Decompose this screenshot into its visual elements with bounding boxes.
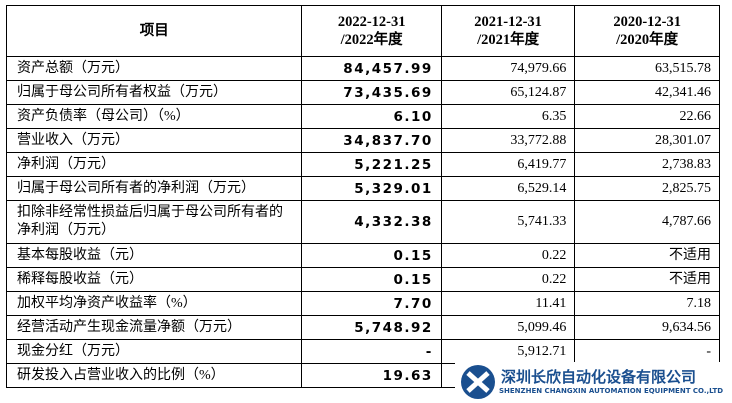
cell: 2,825.75 (574, 176, 720, 201)
table-row: 归属于母公司所有者权益（万元） 73,435.69 65,124.87 42,341.… (5, 80, 720, 105)
row-label: 营业收入（万元） (5, 128, 303, 153)
table-row: 基本每股收益（元） 0.15 0.22 不适用 (5, 243, 720, 268)
cell: 2,738.83 (574, 152, 720, 177)
cell: 5,099.46 (440, 315, 576, 340)
company-name: 深圳长欣自动化设备有限公司 (501, 368, 697, 386)
cell: 6,529.14 (440, 176, 576, 201)
cell: 0.15 (301, 267, 442, 292)
row-label: 基本每股收益（元） (5, 243, 303, 268)
cell: 5,221.25 (301, 152, 442, 177)
cell: 84,457.99 (301, 56, 442, 81)
cell: 42,341.46 (574, 80, 720, 105)
cell: 5,912.71 (440, 339, 576, 364)
row-label: 扣除非经常性损益后归属于母公司所有者的净利润（万元） (5, 200, 303, 244)
cell: 63,515.78 (574, 56, 720, 81)
cell: 6.10 (301, 104, 442, 129)
row-label: 归属于母公司所有者的净利润（万元） (5, 176, 303, 201)
table-row: 现金分红（万元） -5,912.71- (5, 339, 720, 364)
table-body: 资产总额（万元） 84,457.99 74,979.66 63,515.78 归属于母公… (5, 56, 720, 388)
cell: 不适用 (574, 267, 720, 292)
table-row: 资产总额（万元） 84,457.99 74,979.66 63,515.78 (5, 56, 720, 81)
table-row: 稀释每股收益（元） 0.15 0.22 不适用 (5, 267, 720, 292)
table-row: 净利润（万元） 5,221.25 6,419.77 2,738.83 (5, 152, 720, 177)
row-label: 经营活动产生现金流量净额（万元） (5, 315, 303, 340)
header-cell: 2022-12-31 /2022年度 (301, 5, 442, 57)
logo (461, 365, 495, 399)
cell: 0.15 (301, 243, 442, 268)
cell: 0.22 (440, 243, 576, 268)
table-row: 营业收入（万元） 34,837.70 33,772.88 28,301.07 (5, 128, 720, 153)
cell: 5,741.33 (440, 200, 576, 244)
cell: 7.18 (574, 291, 720, 316)
watermark: 深圳长欣自动化设备有限公司 SHENZHEN CHANGXIN AUTOMATI… (455, 362, 732, 403)
cell: 7.70 (301, 291, 442, 316)
table-row: 加权平均净资产收益率（%） 7.70 11.41 7.18 (5, 291, 720, 316)
cell: 9,634.56 (574, 315, 720, 340)
cell: 73,435.69 (301, 80, 442, 105)
cell: 22.66 (574, 104, 720, 129)
cell: - (301, 339, 442, 364)
row-label: 净利润（万元） (5, 152, 303, 177)
cell: 6.35 (440, 104, 576, 129)
cell: 不适用 (574, 243, 720, 268)
financial-table: 项目 2022-12-31 /2022年度 2021-12-31 /2021年度 20… (5, 5, 720, 388)
cell: 19.63 (301, 363, 442, 388)
header-cell: 2021-12-31 /2021年度 (440, 5, 576, 57)
cell: 4,332.38 (301, 200, 442, 244)
cell: 11.41 (440, 291, 576, 316)
table-row: 资产负债率（母公司）（%） 6.10 6.35 22.66 (5, 104, 720, 129)
cell: 33,772.88 (440, 128, 576, 153)
cell: - (574, 339, 720, 364)
cell: 6,419.77 (440, 152, 576, 177)
cell: 28,301.07 (574, 128, 720, 153)
cell: 5,748.92 (301, 315, 442, 340)
header-row: 项目 2022-12-31 /2022年度 2021-12-31 /2021年度 20… (5, 5, 720, 57)
table-row: 归属于母公司所有者的净利润（万元） 5,329.01 6,529.14 2,825.7… (5, 176, 720, 201)
cell: 65,124.87 (440, 80, 576, 105)
cell: 5,329.01 (301, 176, 442, 201)
cell: 34,837.70 (301, 128, 442, 153)
header-cell: 项目 (5, 5, 303, 57)
cell: 0.22 (440, 267, 576, 292)
row-label: 资产负债率（母公司）（%） (5, 104, 303, 129)
row-label: 资产总额（万元） (5, 56, 303, 81)
row-label: 归属于母公司所有者权益（万元） (5, 80, 303, 105)
cell: 4,787.66 (574, 200, 720, 244)
table-row: 扣除非经常性损益后归属于母公司所有者的净利润（万元） 4,332.38 5,741.… (5, 200, 720, 244)
header-cell: 2020-12-31 /2020年度 (574, 5, 720, 57)
row-label: 稀释每股收益（元） (5, 267, 303, 292)
row-label: 研发投入占营业收入的比例（%） (5, 363, 303, 388)
company-english: SHENZHEN CHANGXIN AUTOMATION EQUIPMENT C… (499, 387, 724, 395)
row-label: 加权平均净资产收益率（%） (5, 291, 303, 316)
cell: 74,979.66 (440, 56, 576, 81)
row-label: 现金分红（万元） (5, 339, 303, 364)
table-row: 经营活动产生现金流量净额（万元） 5,748.92 5,099.46 9,634.56 (5, 315, 720, 340)
